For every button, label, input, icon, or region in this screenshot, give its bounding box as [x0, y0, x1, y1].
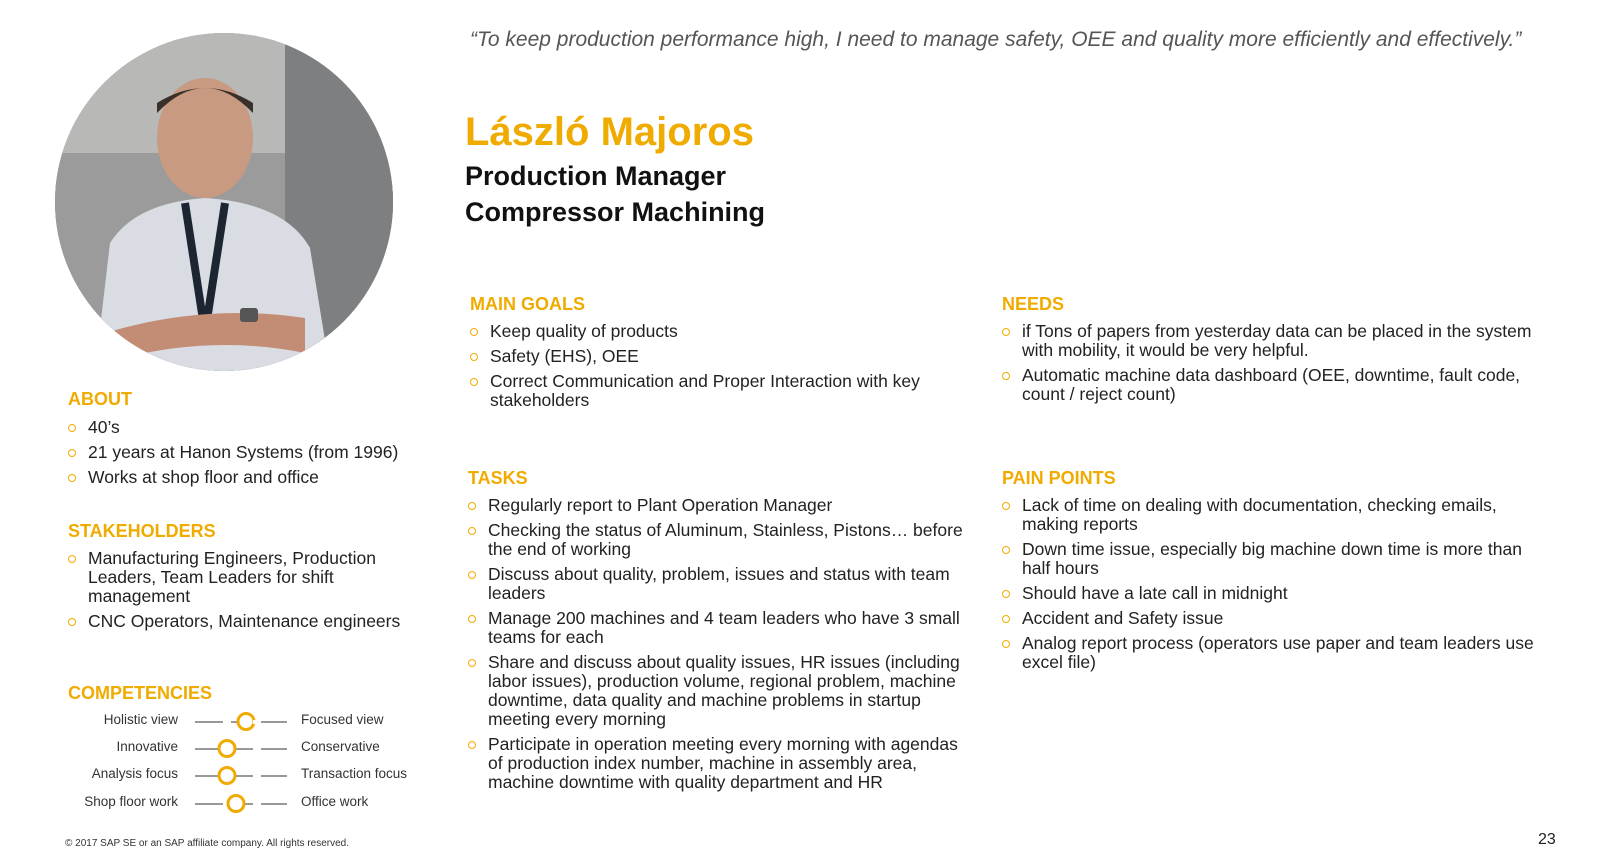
stakeholders-heading: STAKEHOLDERS [68, 521, 216, 541]
competency-left-label: Shop floor work [84, 794, 178, 809]
about-item: 21 years at Hanon Systems (from 1996) [66, 443, 436, 462]
persona-photo [55, 33, 393, 371]
stakeholder-item: CNC Operators, Maintenance engineers [66, 612, 406, 631]
pain-points-heading: PAIN POINTS [1002, 468, 1116, 488]
competency-right-label: Focused view [301, 712, 384, 727]
needs-list: if Tons of papers from yesterday data ca… [1000, 322, 1540, 410]
about-heading: ABOUT [68, 389, 132, 409]
competency-row: Holistic view Focused view [65, 710, 425, 732]
tasks-list: Regularly report to Plant Operation Mana… [466, 496, 966, 798]
task-item: Participate in operation meeting every m… [466, 735, 966, 792]
main-goals-heading: MAIN GOALS [470, 294, 585, 314]
main-goal-item: Keep quality of products [468, 322, 988, 341]
pain-points-list: Lack of time on dealing with documentati… [1000, 496, 1540, 678]
competency-left-label: Analysis focus [91, 766, 178, 781]
competency-left-label: Innovative [116, 739, 178, 754]
pain-point-item: Should have a late call in midnight [1000, 584, 1540, 603]
competency-scale [195, 766, 287, 785]
competency-marker [217, 766, 237, 785]
task-item: Checking the status of Aluminum, Stainle… [466, 521, 966, 559]
competency-right-label: Office work [301, 794, 369, 809]
competency-marker [236, 712, 256, 731]
copyright-notice: © 2017 SAP SE or an SAP affiliate compan… [65, 838, 350, 849]
person-photo-image [55, 33, 393, 371]
page-number: 23 [1538, 831, 1556, 848]
task-item: Share and discuss about quality issues, … [466, 653, 966, 729]
stakeholder-item: Manufacturing Engineers, Production Lead… [66, 549, 406, 606]
competency-right-label: Transaction focus [301, 766, 408, 781]
task-item: Discuss about quality, problem, issues a… [466, 565, 966, 603]
competency-row: Analysis focus Transaction focus [65, 764, 425, 786]
need-item: Automatic machine data dashboard (OEE, d… [1000, 366, 1540, 404]
competency-marker [217, 739, 237, 758]
task-item: Regularly report to Plant Operation Mana… [466, 496, 966, 515]
about-item: 40’s [66, 418, 436, 437]
persona-job-title: Production Manager [465, 161, 727, 191]
competency-right-label: Conservative [301, 739, 380, 754]
main-goal-item: Correct Communication and Proper Interac… [468, 372, 988, 410]
pain-point-item: Lack of time on dealing with documentati… [1000, 496, 1540, 534]
main-goals-list: Keep quality of products Safety (EHS), O… [468, 322, 988, 416]
tasks-heading: TASKS [468, 468, 528, 488]
about-item: Works at shop floor and office [66, 468, 436, 487]
pain-point-item: Accident and Safety issue [1000, 609, 1540, 628]
persona-quote: “To keep production performance high, I … [470, 28, 1522, 51]
competency-scale [195, 739, 287, 758]
competency-left-label: Holistic view [103, 712, 178, 727]
pain-point-item: Down time issue, especially big machine … [1000, 540, 1540, 578]
competency-row: Innovative Conservative [65, 737, 425, 759]
about-list: 40’s 21 years at Hanon Systems (from 199… [66, 418, 436, 493]
stakeholders-list: Manufacturing Engineers, Production Lead… [66, 549, 406, 637]
competency-row: Shop floor work Office work [65, 792, 425, 814]
needs-heading: NEEDS [1002, 294, 1065, 314]
main-goal-item: Safety (EHS), OEE [468, 347, 988, 366]
persona-name: László Majoros [465, 110, 754, 154]
competencies-heading: COMPETENCIES [68, 683, 213, 703]
competency-scale [195, 712, 287, 731]
task-item: Manage 200 machines and 4 team leaders w… [466, 609, 966, 647]
competency-scale [195, 794, 287, 813]
pain-point-item: Analog report process (operators use pap… [1000, 634, 1540, 672]
competency-marker [226, 794, 246, 813]
need-item: if Tons of papers from yesterday data ca… [1000, 322, 1540, 360]
persona-department: Compressor Machining [465, 197, 766, 227]
